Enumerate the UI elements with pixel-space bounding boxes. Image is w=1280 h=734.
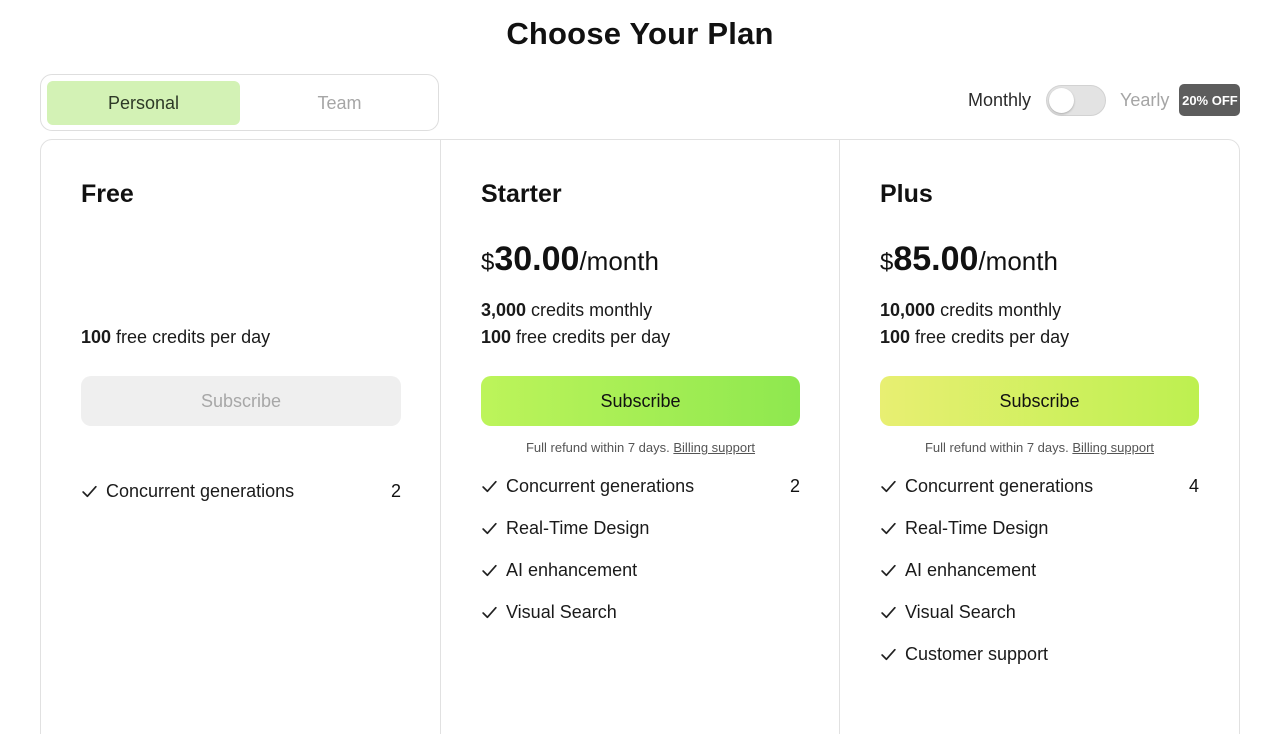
feature-item: AI enhancement [481, 549, 800, 591]
feature-value: 2 [789, 475, 800, 496]
page-title: Choose Your Plan [506, 16, 774, 51]
discount-badge: 20% OFF [1179, 84, 1241, 116]
plan-price: $30.00/month [481, 240, 659, 279]
check-icon [881, 648, 896, 660]
check-icon [881, 522, 896, 534]
feature-label: Real-Time Design [506, 517, 650, 538]
feature-item: Concurrent generations 4 [880, 465, 1199, 507]
plan-card-free: Free 100 free credits per day Subscribe … [41, 140, 441, 734]
feature-item: Real-Time Design [880, 507, 1199, 549]
price-currency: $ [880, 249, 894, 276]
feature-label: Visual Search [506, 601, 617, 622]
feature-list: Concurrent generations 2 Real-Time Desig… [481, 465, 800, 633]
toggle-knob [1049, 87, 1075, 113]
plan-card-starter: Starter $30.00/month 3,000 credits month… [441, 140, 840, 734]
credits-number: 100 [481, 327, 512, 347]
credits-text: free credits per day [910, 327, 1070, 347]
price-amount: 85.00 [893, 240, 979, 278]
check-icon [881, 606, 896, 618]
tab-team[interactable]: Team [317, 92, 362, 113]
billing-support-link[interactable]: Billing support [1072, 440, 1155, 455]
plan-name: Starter [481, 180, 562, 208]
plan-name: Free [81, 180, 134, 208]
credits-text: credits monthly [935, 300, 1062, 320]
refund-text: Full refund within 7 days. [525, 440, 670, 455]
refund-note: Full refund within 7 days. Billing suppo… [880, 440, 1199, 455]
billing-support-link[interactable]: Billing support [673, 440, 756, 455]
check-icon [482, 522, 497, 534]
check-icon [482, 606, 497, 618]
plans-container: Free 100 free credits per day Subscribe … [40, 139, 1240, 734]
credits-text: free credits per day [511, 327, 671, 347]
check-icon [881, 564, 896, 576]
feature-item: Concurrent generations 2 [481, 465, 800, 507]
feature-item: Concurrent generations 2 [81, 470, 401, 512]
check-icon [482, 564, 497, 576]
subscribe-button[interactable]: Subscribe [481, 376, 800, 426]
tab-personal[interactable]: Personal [47, 81, 240, 125]
price-currency: $ [481, 249, 495, 276]
price-amount: 30.00 [494, 240, 580, 278]
feature-list: Concurrent generations 2 [81, 470, 401, 512]
plan-name: Plus [880, 180, 933, 208]
check-icon [482, 480, 497, 492]
feature-item: Customer support [880, 633, 1199, 675]
refund-note: Full refund within 7 days. Billing suppo… [481, 440, 800, 455]
feature-label: Concurrent generations [106, 480, 295, 501]
subscribe-button[interactable]: Subscribe [880, 376, 1199, 426]
feature-value: 2 [390, 480, 401, 501]
price-period: /month [579, 246, 659, 276]
credits-number: 10,000 [880, 300, 936, 320]
feature-item: Visual Search [880, 591, 1199, 633]
plan-type-switcher: Personal Team [40, 74, 439, 131]
credits-line: 100 free credits per day [880, 327, 1069, 348]
check-icon [82, 485, 97, 497]
credits-line: 10,000 credits monthly [880, 300, 1061, 321]
monthly-label[interactable]: Monthly [968, 89, 1032, 110]
feature-label: Real-Time Design [905, 517, 1049, 538]
credits-text: free credits per day [111, 327, 271, 347]
feature-list: Concurrent generations 4 Real-Time Desig… [880, 465, 1199, 675]
feature-item: Visual Search [481, 591, 800, 633]
billing-toggle[interactable] [1046, 84, 1107, 116]
subscribe-button[interactable]: Subscribe [81, 376, 401, 426]
credits-number: 100 [81, 327, 112, 347]
feature-item: Real-Time Design [481, 507, 800, 549]
credits-text: credits monthly [526, 300, 653, 320]
refund-text: Full refund within 7 days. [924, 440, 1069, 455]
feature-value: 4 [1188, 475, 1199, 496]
feature-label: Visual Search [905, 601, 1016, 622]
credits-number: 3,000 [481, 300, 527, 320]
credits-line: 3,000 credits monthly [481, 300, 652, 321]
plan-card-plus: Plus $85.00/month 10,000 credits monthly… [840, 140, 1239, 734]
feature-label: AI enhancement [506, 559, 638, 580]
price-period: /month [978, 246, 1058, 276]
feature-label: Customer support [905, 643, 1049, 664]
feature-label: AI enhancement [905, 559, 1037, 580]
feature-item: AI enhancement [880, 549, 1199, 591]
plan-price: $85.00/month [880, 240, 1058, 279]
credits-number: 100 [880, 327, 911, 347]
billing-period-switch: Monthly Yearly 20% OFF [968, 84, 1241, 116]
feature-label: Concurrent generations [506, 475, 695, 496]
check-icon [881, 480, 896, 492]
credits-line: 100 free credits per day [81, 327, 270, 348]
credits-line: 100 free credits per day [481, 327, 670, 348]
feature-label: Concurrent generations [905, 475, 1094, 496]
yearly-label[interactable]: Yearly [1120, 89, 1170, 110]
